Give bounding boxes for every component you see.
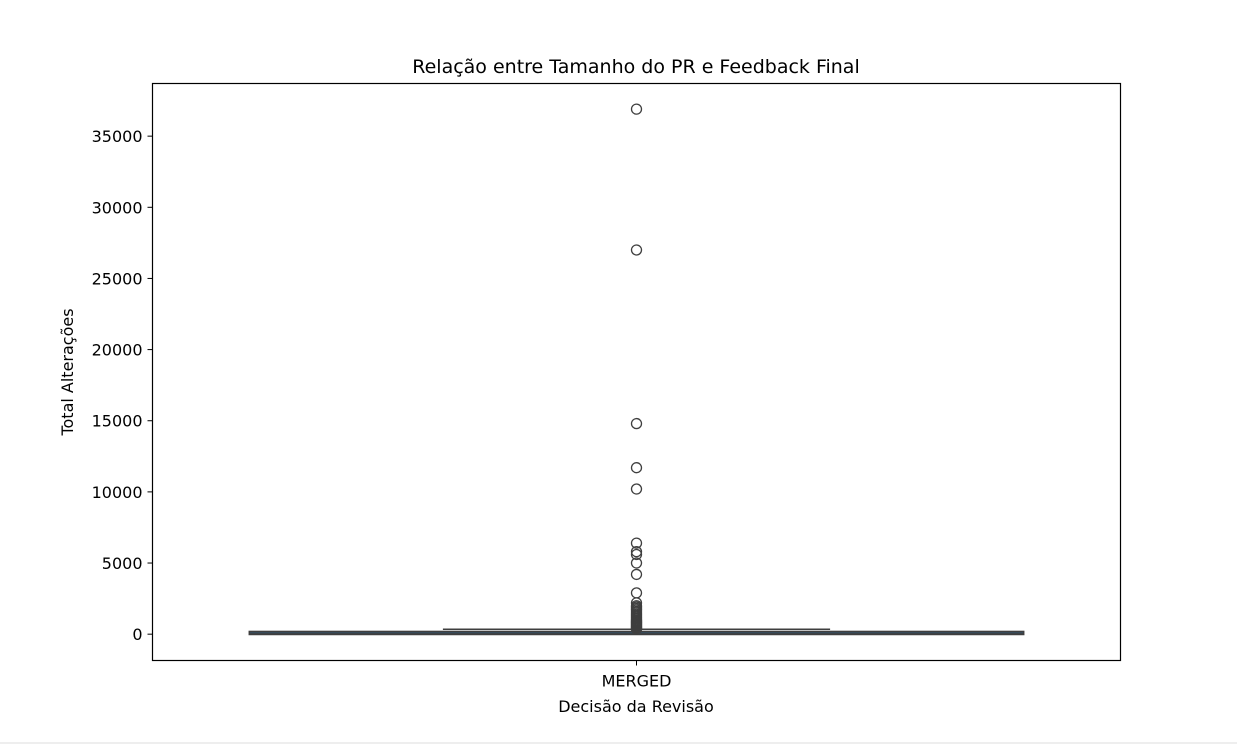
outlier-points <box>630 103 643 635</box>
outlier-point <box>630 244 643 256</box>
y-tick-label: 5000 <box>102 554 143 573</box>
outlier-point <box>630 103 643 115</box>
plot-area-frame <box>151 82 1122 662</box>
y-tick-label: 0 <box>132 625 142 644</box>
y-axis-ticks: 0 5000 10000 15000 20000 25000 30000 35000 <box>92 127 153 644</box>
outlier-point <box>630 548 643 561</box>
x-axis-label: Decisão da Revisão <box>558 697 714 716</box>
outlier-point <box>630 545 643 558</box>
y-tick-label: 15000 <box>92 412 143 431</box>
outlier-point <box>630 557 643 569</box>
y-tick-label: 30000 <box>92 198 143 217</box>
outlier-point <box>630 417 643 430</box>
outlier-point <box>630 623 643 635</box>
y-tick-label: 20000 <box>92 341 143 360</box>
outlier-point <box>630 462 643 474</box>
y-tick-label: 35000 <box>92 127 143 146</box>
outlier-point <box>630 483 643 495</box>
outlier-point <box>630 537 643 549</box>
window-bottom-edge <box>0 742 1237 744</box>
y-axis-label: Total Alterações <box>58 308 77 436</box>
x-axis-ticks: MERGED <box>602 660 672 691</box>
y-tick-label: 25000 <box>92 269 143 288</box>
chart-title: Relação entre Tamanho do PR e Feedback F… <box>412 56 859 78</box>
x-tick-label: MERGED <box>602 672 672 691</box>
outlier-point <box>630 568 643 581</box>
y-tick-label: 10000 <box>92 483 143 502</box>
outlier-point <box>630 587 643 599</box>
